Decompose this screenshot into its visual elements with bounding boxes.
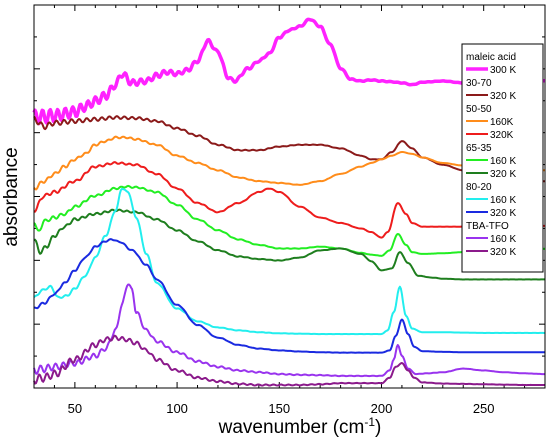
series-line-65-35-160-k: [33, 184, 546, 257]
legend-item-label: 320 K: [490, 247, 516, 258]
series-line-50-50-320k: [33, 161, 545, 239]
x-tick-label: 200: [371, 401, 393, 416]
legend-group-label: 65-35: [466, 143, 492, 154]
legend-group-label: maleic acid: [466, 52, 516, 63]
x-tick-label: 150: [268, 401, 290, 416]
series-line-tba-tfo-160-k: [33, 283, 545, 378]
legend-item-label: 320K: [490, 130, 514, 141]
series-line-maleic-acid-300-k: [32, 17, 546, 126]
legend-group-label: 50-50: [466, 104, 492, 115]
series-line-50-50-160k: [33, 135, 545, 191]
legend: maleic acid 300 K 30-70 320 K 50-50 160K 320K 6…: [461, 43, 544, 273]
legend-item-label: 320 K: [490, 169, 516, 180]
x-axis-title-superscript: -1: [364, 415, 375, 429]
legend-box: [461, 43, 544, 273]
series-line-65-35-320-k: [33, 208, 545, 281]
legend-item-label: 320 K: [490, 208, 516, 219]
x-tick-label: 250: [473, 401, 495, 416]
legend-item-label: 160 K: [490, 156, 516, 167]
legend-group-label: 30-70: [466, 78, 492, 89]
legend-item-label: 160 K: [490, 234, 516, 245]
series-line-80-20-160-k: [33, 187, 545, 336]
legend-item-label: 160 K: [490, 195, 516, 206]
y-axis-title: absorbance: [1, 147, 22, 246]
x-tick-labels: 50 100 150 200 250: [68, 401, 495, 416]
series-line-30-70-320-k: [33, 115, 545, 183]
legend-item-label: 160K: [490, 117, 514, 128]
series-line-80-20-320-k: [33, 238, 546, 354]
legend-group-label: 80-20: [466, 182, 492, 193]
legend-item-label: 300 K: [490, 65, 516, 76]
legend-group-label: TBA-TFO: [466, 221, 509, 232]
x-tick-label: 100: [166, 401, 188, 416]
x-axis-title: wavenumber (cm-1): [218, 415, 382, 438]
x-axis-title-main: wavenumber (cm: [218, 417, 365, 438]
series-line-tba-tfo-320-k: [33, 334, 545, 387]
plot-frame: [33, 4, 546, 389]
x-axis-title-close: ): [375, 417, 381, 438]
legend-item-label: 320 K: [490, 91, 516, 102]
x-tick-label: 50: [68, 401, 82, 416]
series-lines: [32, 17, 546, 387]
